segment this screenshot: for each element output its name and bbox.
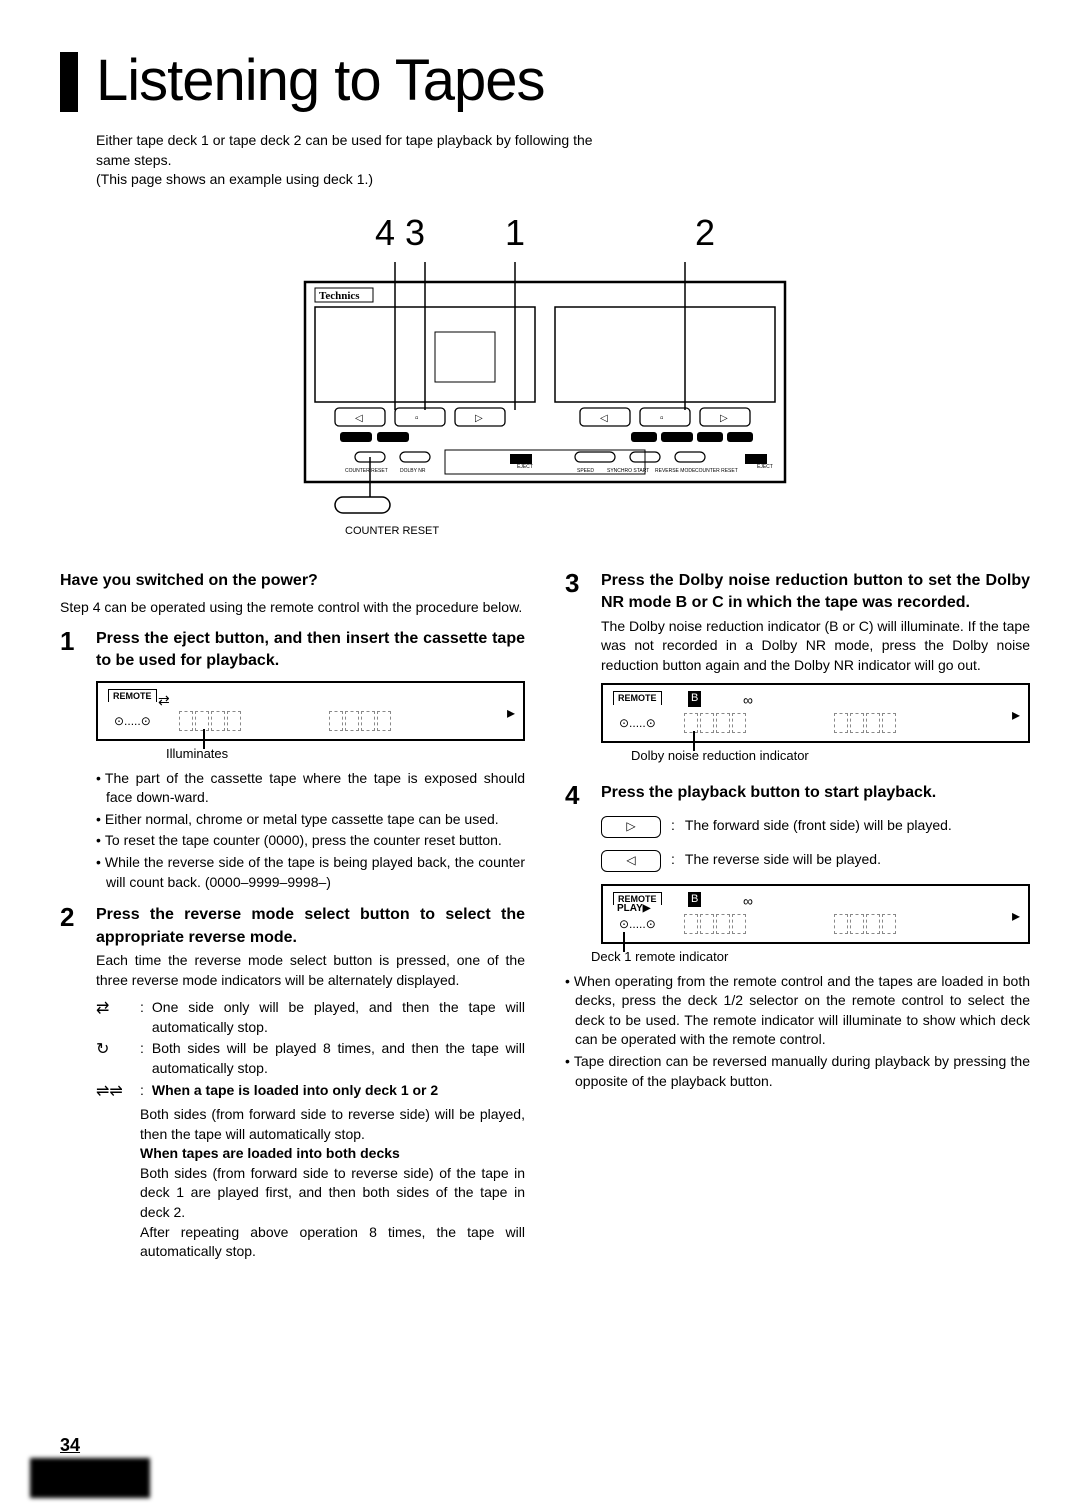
step-1-title: Press the eject button, and then insert … bbox=[96, 628, 525, 673]
mode-2-text: Both sides will be played 8 times, and t… bbox=[152, 1039, 525, 1078]
callout-2: 2 bbox=[695, 208, 715, 258]
step-3-caption: Dolby noise reduction indicator bbox=[631, 747, 1030, 765]
mode-2: ↻ : Both sides will be played 8 times, a… bbox=[96, 1039, 525, 1078]
remote-label-3: REMOTE bbox=[613, 691, 662, 705]
callout-4: 4 bbox=[375, 208, 395, 258]
callout-3: 3 bbox=[405, 208, 425, 258]
tape-deck-diagram: 4 3 1 2 Technics ◁ ▫ bbox=[60, 208, 1030, 540]
mode-3-head-2: When tapes are loaded into both decks bbox=[140, 1144, 525, 1164]
step-2-title: Press the reverse mode select button to … bbox=[96, 904, 525, 949]
counter-reset-label: COUNTER RESET bbox=[345, 524, 805, 539]
left-column: Have you switched on the power? Step 4 c… bbox=[60, 570, 525, 1262]
mode-3-body-3: After repeating above operation 8 times,… bbox=[140, 1223, 525, 1262]
mode-3: ⇌⇌ : When a tape is loaded into only dec… bbox=[96, 1081, 525, 1103]
step-3: 3 Press the Dolby noise reduction button… bbox=[565, 570, 1030, 676]
reverse-text: The reverse side will be played. bbox=[685, 850, 881, 870]
step-3-display: REMOTE B ∞ ⊙.....⊙ ▸ bbox=[601, 683, 1030, 743]
step-4-number: 4 bbox=[565, 782, 587, 808]
content-columns: Have you switched on the power? Step 4 c… bbox=[60, 570, 1030, 1262]
svg-text:EJECT: EJECT bbox=[757, 464, 773, 470]
step-4-bullets: When operating from the remote control a… bbox=[565, 972, 1030, 1092]
step-2-number: 2 bbox=[60, 904, 82, 930]
svg-text:SYNCHRO START: SYNCHRO START bbox=[607, 468, 649, 474]
forward-play-button: ▷ bbox=[601, 816, 661, 838]
s1-bullet-3: To reset the tape counter (0000), press … bbox=[96, 831, 525, 851]
mode-1: ⇄ : One side only will be played, and th… bbox=[96, 998, 525, 1037]
right-column: 3 Press the Dolby noise reduction button… bbox=[565, 570, 1030, 1262]
svg-text:▷: ▷ bbox=[720, 413, 728, 424]
tape-deck-svg: Technics ◁ ▫ ▷ ◁ ▫ ▷ bbox=[285, 262, 805, 522]
s1-bullet-2: Either normal, chrome or metal type cass… bbox=[96, 810, 525, 830]
svg-text:◁: ◁ bbox=[355, 413, 363, 424]
mode-3-icon: ⇌⇌ bbox=[96, 1081, 132, 1103]
b-indicator-icon-4: B bbox=[688, 892, 701, 907]
play-label: PLAY▶ bbox=[617, 902, 650, 916]
mode-3-body-1: Both sides (from forward side to reverse… bbox=[140, 1105, 525, 1144]
step-4-display: REMOTE B ∞ PLAY▶ ⊙.....⊙ ▸ bbox=[601, 884, 1030, 944]
reverse-play-button: ◁ bbox=[601, 850, 661, 872]
svg-text:▫: ▫ bbox=[415, 413, 419, 424]
step-2: 2 Press the reverse mode select button t… bbox=[60, 904, 525, 990]
infinity-icon-4: ∞ bbox=[743, 892, 753, 912]
s4-bullet-2: Tape direction can be reversed manually … bbox=[565, 1052, 1030, 1091]
step-1-display: REMOTE ⇄ ⊙.....⊙ ▸ bbox=[96, 681, 525, 741]
step-1-number: 1 bbox=[60, 628, 82, 654]
step-3-desc: The Dolby noise reduction indicator (B o… bbox=[601, 617, 1030, 676]
forward-text: The forward side (front side) will be pl… bbox=[685, 816, 952, 836]
s4-bullet-1: When operating from the remote control a… bbox=[565, 972, 1030, 1050]
forward-button-row: ▷ : The forward side (front side) will b… bbox=[601, 816, 1030, 838]
svg-text:DOLBY NR: DOLBY NR bbox=[400, 468, 426, 474]
remote-label: REMOTE bbox=[108, 689, 157, 703]
callout-1: 1 bbox=[505, 208, 525, 258]
s1-bullet-1: The part of the cassette tape where the … bbox=[96, 769, 525, 808]
pretext: Step 4 can be operated using the remote … bbox=[60, 598, 525, 618]
svg-text:SPEED: SPEED bbox=[577, 468, 594, 474]
svg-text:REVERSE MODE: REVERSE MODE bbox=[655, 468, 696, 474]
step-2-desc: Each time the reverse mode select button… bbox=[96, 951, 525, 990]
scan-artifact bbox=[30, 1458, 150, 1498]
step-4: 4 Press the playback button to start pla… bbox=[565, 782, 1030, 808]
step-3-title: Press the Dolby noise reduction button t… bbox=[601, 570, 1030, 615]
power-question: Have you switched on the power? bbox=[60, 570, 525, 592]
step-4-caption: Deck 1 remote indicator bbox=[591, 948, 1030, 966]
title-bullet-icon bbox=[60, 52, 78, 112]
svg-text:▫: ▫ bbox=[660, 413, 664, 424]
page-title: Listening to Tapes bbox=[96, 40, 545, 121]
title-row: Listening to Tapes bbox=[60, 40, 1030, 121]
svg-text:EJECT: EJECT bbox=[517, 464, 533, 470]
play-chevron-icon: ▸ bbox=[507, 703, 515, 725]
step-1-bullets: The part of the cassette tape where the … bbox=[96, 769, 525, 893]
step-1-caption: Illuminates bbox=[166, 745, 525, 763]
svg-text:COUNTER RESET: COUNTER RESET bbox=[345, 468, 388, 474]
mode-3-body-2: Both sides (from forward side to reverse… bbox=[140, 1164, 525, 1223]
diagram-callout-numbers: 4 3 1 2 bbox=[285, 208, 805, 258]
svg-text:Technics: Technics bbox=[319, 290, 360, 302]
mode-1-text: One side only will be played, and then t… bbox=[152, 998, 525, 1037]
b-indicator-icon: B bbox=[688, 691, 701, 706]
play-chevron-icon-4: ▸ bbox=[1012, 906, 1020, 928]
mode-2-icon: ↻ bbox=[96, 1039, 132, 1078]
step-1: 1 Press the eject button, and then inser… bbox=[60, 628, 525, 673]
intro-text: Either tape deck 1 or tape deck 2 can be… bbox=[96, 131, 596, 190]
step-4-title: Press the playback button to start playb… bbox=[601, 782, 1030, 804]
step-3-number: 3 bbox=[565, 570, 587, 596]
page-number: 34 bbox=[60, 1433, 80, 1458]
svg-text:COUNTER RESET: COUNTER RESET bbox=[695, 468, 738, 474]
reverse-button-row: ◁ : The reverse side will be played. bbox=[601, 850, 1030, 872]
intro-line-1: Either tape deck 1 or tape deck 2 can be… bbox=[96, 131, 596, 170]
s1-bullet-4: While the reverse side of the tape is be… bbox=[96, 853, 525, 892]
play-chevron-icon-3: ▸ bbox=[1012, 705, 1020, 727]
svg-text:▷: ▷ bbox=[475, 413, 483, 424]
svg-text:◁: ◁ bbox=[600, 413, 608, 424]
intro-line-2: (This page shows an example using deck 1… bbox=[96, 170, 596, 190]
mode-1-icon: ⇄ bbox=[96, 998, 132, 1037]
mode-3-head-1: When a tape is loaded into only deck 1 o… bbox=[152, 1082, 438, 1098]
infinity-icon: ∞ bbox=[743, 691, 753, 711]
